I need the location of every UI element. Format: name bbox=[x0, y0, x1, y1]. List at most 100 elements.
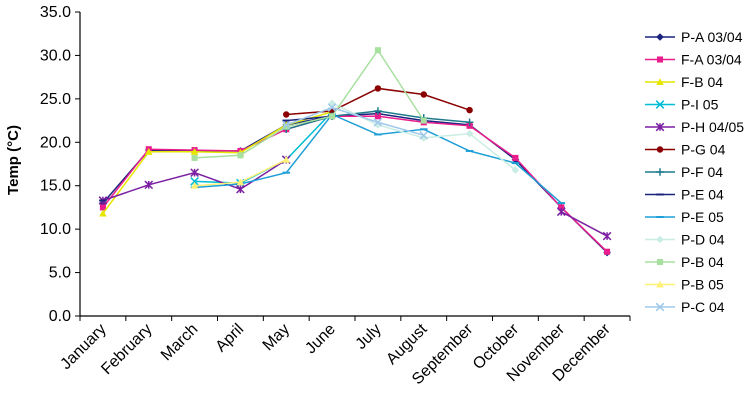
point-marker bbox=[420, 117, 427, 124]
point-marker bbox=[190, 148, 199, 155]
data-point bbox=[373, 117, 383, 127]
legend-item: P-A 03/04 bbox=[645, 29, 743, 45]
series-p-c-04 bbox=[281, 103, 429, 140]
point-marker bbox=[144, 180, 154, 190]
legend: P-A 03/04 F-A 03/04 F-B 04 P-I 05 P-H 04/05 P… bbox=[645, 29, 744, 315]
y-tick-label: 30.0 bbox=[40, 47, 71, 64]
data-point bbox=[191, 154, 198, 161]
data-point bbox=[655, 122, 665, 132]
point-marker bbox=[236, 184, 245, 194]
data-point bbox=[374, 107, 382, 115]
data-point bbox=[374, 47, 381, 54]
data-point bbox=[511, 166, 520, 174]
data-point bbox=[656, 280, 664, 288]
data-point bbox=[655, 100, 665, 109]
series-p-b-05 bbox=[190, 155, 291, 189]
data-point bbox=[465, 129, 474, 138]
point-marker bbox=[656, 78, 664, 86]
series-p-g-04 bbox=[283, 85, 473, 118]
data-point bbox=[466, 106, 473, 114]
data-point bbox=[512, 154, 519, 161]
point-marker bbox=[237, 152, 244, 159]
y-tick-label: 25.0 bbox=[40, 91, 71, 108]
data-point bbox=[604, 248, 611, 255]
series-line bbox=[102, 115, 608, 253]
point-marker bbox=[374, 113, 381, 120]
x-tick-label: April bbox=[213, 321, 248, 356]
legend-label: F-B 04 bbox=[681, 74, 723, 90]
point-marker bbox=[374, 107, 382, 115]
legend-label: F-A 03/04 bbox=[681, 52, 742, 68]
y-tick-label: 15.0 bbox=[40, 178, 71, 195]
x-tick-label: July bbox=[353, 321, 385, 353]
data-point bbox=[656, 56, 664, 63]
data-point bbox=[236, 184, 245, 194]
point-marker bbox=[656, 33, 664, 41]
point-marker bbox=[283, 123, 290, 130]
series-p-a-03-04 bbox=[99, 109, 611, 257]
data-point bbox=[190, 148, 199, 155]
legend-item: P-I 05 bbox=[645, 97, 719, 113]
data-point bbox=[236, 178, 245, 186]
data-point bbox=[374, 113, 381, 120]
data-point bbox=[281, 120, 291, 130]
point-marker bbox=[511, 166, 520, 174]
series-f-a-03-04 bbox=[99, 113, 611, 255]
data-point bbox=[374, 121, 382, 129]
data-point bbox=[558, 204, 565, 211]
data-point bbox=[656, 146, 664, 153]
point-marker bbox=[374, 121, 382, 129]
legend-item: P-D 04 bbox=[645, 232, 725, 248]
legend-label: P-F 04 bbox=[681, 164, 723, 180]
x-tick-label: March bbox=[158, 321, 201, 364]
point-marker bbox=[190, 168, 199, 178]
point-marker bbox=[99, 209, 107, 217]
legend-item: P-E 05 bbox=[645, 209, 724, 225]
point-marker bbox=[327, 103, 337, 112]
point-marker bbox=[419, 131, 429, 140]
legend-item: P-C 04 bbox=[645, 299, 725, 315]
data-point bbox=[656, 258, 664, 266]
series-p-e-04 bbox=[99, 115, 336, 202]
data-point bbox=[329, 113, 336, 120]
point-marker bbox=[656, 56, 664, 63]
point-marker bbox=[556, 207, 566, 217]
data-point bbox=[99, 209, 107, 217]
data-point bbox=[144, 148, 153, 155]
y-tick-label: 10.0 bbox=[40, 221, 71, 238]
data-point bbox=[656, 168, 664, 176]
point-marker bbox=[512, 154, 519, 161]
point-marker bbox=[656, 280, 664, 288]
legend-item: P-H 04/05 bbox=[645, 119, 744, 135]
data-point bbox=[419, 131, 429, 140]
legend-item: P-E 04 bbox=[645, 187, 724, 203]
point-marker bbox=[281, 120, 291, 130]
point-marker bbox=[465, 118, 474, 127]
point-marker bbox=[283, 111, 290, 118]
legend-label: P-A 03/04 bbox=[681, 29, 743, 45]
point-marker bbox=[236, 178, 245, 186]
point-marker bbox=[656, 235, 664, 244]
point-marker bbox=[604, 248, 611, 255]
point-marker bbox=[420, 91, 427, 98]
point-marker bbox=[655, 302, 665, 312]
series-line bbox=[286, 115, 333, 122]
point-marker bbox=[656, 168, 664, 176]
point-marker bbox=[466, 106, 473, 114]
data-point bbox=[556, 207, 566, 217]
y-tick-label: 20.0 bbox=[40, 134, 71, 151]
series-layer bbox=[98, 47, 612, 257]
point-marker bbox=[374, 47, 381, 54]
point-marker bbox=[374, 85, 382, 92]
series-p-d-04 bbox=[328, 99, 520, 174]
legend-item: P-F 04 bbox=[645, 164, 723, 180]
series-line bbox=[286, 106, 425, 137]
data-point bbox=[190, 168, 199, 178]
point-marker bbox=[99, 204, 106, 211]
legend-label: P-B 04 bbox=[681, 254, 724, 270]
data-point bbox=[282, 155, 291, 163]
series-line bbox=[102, 159, 608, 237]
point-marker bbox=[655, 100, 665, 109]
point-marker bbox=[282, 155, 291, 163]
